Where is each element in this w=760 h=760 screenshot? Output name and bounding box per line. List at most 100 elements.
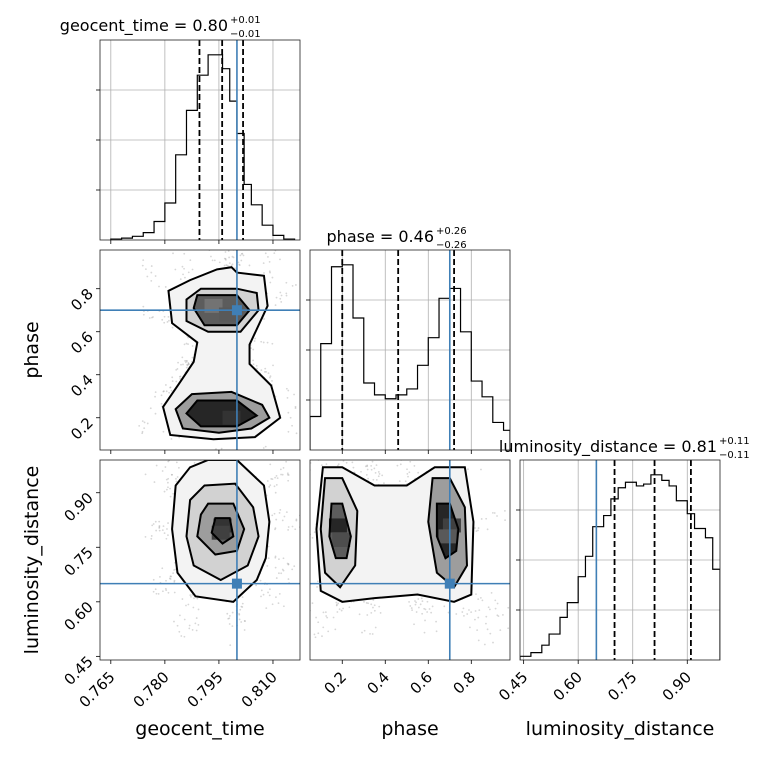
- scatter-point: [262, 341, 265, 344]
- hist-step-phase: [310, 264, 510, 450]
- scatter-point: [485, 622, 487, 625]
- scatter-point: [194, 622, 197, 625]
- scatter-point: [477, 598, 480, 601]
- scatter-point: [480, 444, 482, 446]
- scatter-point: [378, 473, 381, 475]
- scatter-point: [281, 533, 283, 535]
- scatter-point: [504, 519, 506, 522]
- scatter-point: [181, 265, 184, 268]
- scatter-point: [162, 430, 165, 433]
- scatter-point: [274, 566, 277, 569]
- scatter-point: [301, 520, 303, 522]
- scatter-point: [497, 615, 500, 618]
- scatter-point: [210, 255, 212, 258]
- scatter-point: [193, 597, 195, 600]
- scatter-point: [458, 434, 460, 436]
- xlabel-geocent-time: geocent_time: [135, 718, 264, 740]
- scatter-point: [371, 633, 374, 635]
- scatter-point: [420, 597, 423, 600]
- scatter-point: [225, 235, 227, 237]
- ytick-label-luminosity_distance-2: 0.75: [60, 543, 96, 579]
- scatter-point: [317, 632, 320, 635]
- scatter-point: [448, 454, 450, 456]
- scatter-point: [474, 618, 476, 621]
- scatter-point: [165, 488, 168, 491]
- density-core-geocent_time-phase-0: [204, 298, 223, 313]
- scatter-point: [234, 267, 237, 270]
- scatter-point: [234, 237, 236, 239]
- scatter-point: [163, 390, 165, 393]
- scatter-point: [158, 526, 161, 528]
- scatter-point: [311, 536, 314, 539]
- scatter-point: [248, 264, 251, 267]
- scatter-point: [173, 620, 175, 623]
- ytick-label-phase-2: 0.6: [67, 328, 97, 358]
- scatter-point: [315, 616, 317, 619]
- scatter-point: [291, 568, 294, 571]
- truth-point-geocent_time-luminosity_distance: [231, 578, 242, 589]
- scatter-point: [381, 474, 384, 477]
- title-geocent-time-lower: −0.01: [230, 29, 261, 40]
- scatter-point: [191, 268, 194, 271]
- xtick-label-geocent_time-3: 0.810: [238, 668, 281, 711]
- scatter-point: [262, 458, 264, 460]
- ylabel-phase: phase: [21, 321, 43, 378]
- scatter-point: [295, 606, 297, 608]
- scatter-point: [209, 244, 211, 246]
- scatter-point: [365, 473, 368, 476]
- ytick-label-phase-3: 0.8: [67, 285, 97, 315]
- scatter-point: [328, 453, 330, 455]
- scatter-point: [409, 605, 412, 607]
- scatter-point: [174, 456, 176, 458]
- scatter-point: [228, 262, 231, 264]
- scatter-point: [475, 530, 478, 532]
- scatter-point: [408, 601, 410, 603]
- scatter-point: [298, 522, 300, 524]
- scatter-point: [396, 464, 399, 467]
- scatter-point: [274, 555, 277, 558]
- xtick-label-phase-1: 0.4: [363, 668, 393, 698]
- scatter-point: [239, 254, 242, 257]
- scatter-point: [375, 479, 378, 481]
- scatter-point: [287, 474, 290, 476]
- scatter-point: [138, 424, 141, 427]
- scatter-point: [326, 450, 328, 452]
- scatter-point: [440, 447, 442, 449]
- scatter-point: [279, 297, 282, 300]
- scatter-point: [414, 600, 416, 602]
- scatter-point: [160, 402, 163, 405]
- scatter-point: [143, 421, 146, 424]
- contour-geocent_time-phase-0: [161, 266, 282, 441]
- scatter-point: [273, 464, 275, 466]
- scatter-point: [181, 455, 183, 457]
- scatter-point: [253, 340, 256, 342]
- scatter-point: [336, 603, 338, 606]
- xtick-label-geocent_time-1: 0.780: [130, 668, 173, 711]
- scatter-point: [161, 567, 164, 570]
- scatter-point: [230, 264, 233, 267]
- scatter-point: [155, 464, 158, 467]
- scatter-point: [187, 271, 190, 274]
- scatter-point: [245, 444, 247, 446]
- scatter-point: [154, 395, 156, 398]
- scatter-point: [426, 611, 429, 613]
- scatter-point: [157, 592, 160, 595]
- scatter-point: [173, 579, 176, 582]
- scatter-point: [268, 260, 271, 263]
- scatter-point: [166, 528, 168, 530]
- scatter-point: [263, 318, 265, 320]
- scatter-point: [228, 623, 231, 625]
- scatter-point: [165, 390, 168, 393]
- scatter-point: [271, 514, 274, 517]
- scatter-point: [242, 242, 244, 244]
- scatter-point: [377, 475, 380, 478]
- scatter-point: [415, 611, 418, 613]
- scatter-point: [334, 453, 336, 455]
- scatter-point: [180, 635, 183, 637]
- scatter-point: [304, 466, 306, 468]
- scatter-point: [424, 608, 427, 611]
- scatter-point: [499, 629, 502, 631]
- scatter-point: [243, 629, 246, 631]
- scatter-point: [237, 456, 239, 458]
- scatter-point: [266, 565, 269, 567]
